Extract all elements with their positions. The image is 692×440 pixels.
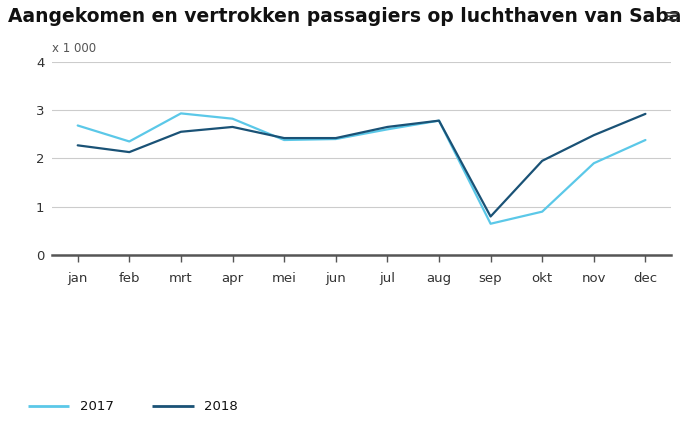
Line: 2018: 2018 [78, 114, 646, 216]
Text: ≡: ≡ [664, 7, 680, 26]
2017 [435, 118, 443, 123]
2018 [435, 118, 443, 123]
Text: mei: mei [272, 271, 297, 285]
Text: mrt: mrt [169, 271, 193, 285]
2017 [280, 137, 289, 143]
2018 [641, 111, 650, 117]
2017 [538, 209, 547, 214]
2017 [383, 127, 392, 132]
2018 [228, 124, 237, 129]
Text: 2017: 2017 [80, 400, 113, 413]
Text: aug: aug [426, 271, 452, 285]
2018 [176, 129, 185, 135]
2018 [331, 136, 340, 141]
2018 [538, 158, 547, 164]
2018 [280, 136, 289, 141]
Text: jan: jan [68, 271, 88, 285]
Text: apr: apr [221, 271, 244, 285]
Text: sep: sep [479, 271, 502, 285]
2017 [486, 221, 495, 226]
2018 [590, 132, 598, 138]
2018 [125, 150, 134, 155]
Text: nov: nov [581, 271, 606, 285]
Text: okt: okt [531, 271, 553, 285]
2017 [73, 123, 82, 128]
Text: 2018: 2018 [204, 400, 238, 413]
2017 [228, 116, 237, 121]
2018 [486, 214, 495, 219]
Text: jul: jul [379, 271, 395, 285]
Text: jun: jun [325, 271, 346, 285]
Text: x 1 000: x 1 000 [52, 42, 96, 55]
2018 [383, 124, 392, 129]
Line: 2017: 2017 [78, 114, 646, 224]
2017 [641, 137, 650, 143]
2017 [176, 111, 185, 116]
2017 [590, 161, 598, 166]
2017 [125, 139, 134, 144]
2018 [73, 143, 82, 148]
Text: dec: dec [633, 271, 657, 285]
Text: feb: feb [118, 271, 140, 285]
2017 [331, 136, 340, 142]
Text: Aangekomen en vertrokken passagiers op luchthaven van Saba: Aangekomen en vertrokken passagiers op l… [8, 7, 682, 26]
